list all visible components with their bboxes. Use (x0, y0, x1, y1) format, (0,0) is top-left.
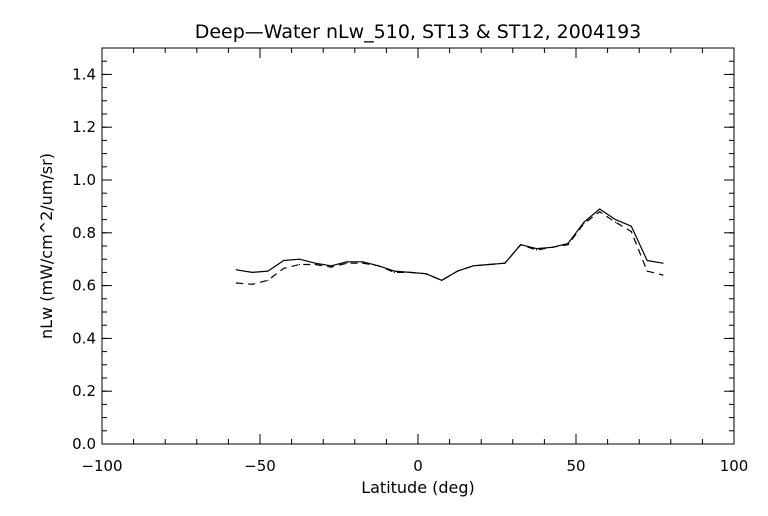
x-tick-label: 100 (720, 457, 749, 475)
series-dashed-point (393, 271, 395, 273)
series-dashed-point (583, 222, 585, 225)
series-dashed-point (298, 263, 301, 266)
x-tick-label: −100 (81, 457, 122, 475)
x-tick-label: −50 (244, 457, 276, 475)
plot-frame (101, 47, 735, 445)
x-axis-label: Latitude (deg) (361, 478, 475, 497)
series-dashed-point (362, 262, 364, 264)
series-dashed-point (456, 270, 459, 272)
series-dashed-point (646, 270, 648, 272)
y-axis-label: nLw (mW/cm^2/um/sr) (37, 153, 56, 339)
y-tick-label: 0.2 (72, 382, 96, 400)
series-dashed-point (441, 279, 443, 281)
series-dashed-point (346, 262, 348, 264)
series-dashed-point (535, 249, 538, 251)
y-tick-label: 0.0 (72, 435, 96, 453)
series-dashed-point (251, 283, 253, 285)
series-dashed-point (330, 266, 332, 268)
y-tick-label: 0.8 (72, 224, 96, 242)
series-solid-point (251, 271, 253, 273)
series-dashed-point (599, 211, 601, 213)
series-solid-point (346, 261, 348, 263)
x-tick-label: 50 (566, 457, 585, 475)
series-solid-point (235, 269, 237, 271)
series-dashed-point (235, 282, 237, 284)
series-solid-point (614, 219, 617, 221)
axis-ticks: −100 −50 0 50 100 0.0 0.2 0.4 0.6 0.8 1.0 1.2 1.4 (72, 47, 749, 475)
series-dashed-point (425, 273, 427, 275)
y-tick-label: 1.2 (72, 118, 96, 136)
series-dashed-point (630, 230, 632, 233)
y-tick-label: 0.4 (72, 329, 96, 347)
series-solid-point (330, 265, 332, 267)
series-solid-point (314, 262, 316, 264)
series-solid-point (267, 270, 269, 272)
series-solid-point (362, 261, 364, 263)
series-dashed-point (567, 244, 569, 246)
series-dashed-point (662, 274, 664, 276)
series-dashed-point (520, 244, 522, 246)
y-tick-label: 0.6 (72, 277, 96, 295)
series-solid-point (283, 259, 285, 262)
series-dashed-point (377, 265, 380, 267)
series-solid-point (599, 208, 601, 210)
series-line-solid (236, 208, 664, 281)
chart-title: Deep—Water nLw_510, ST13 & ST12, 2004193 (195, 21, 642, 43)
series-solid-point (535, 248, 538, 250)
series-dashed-point (488, 263, 490, 266)
series-solid-point (662, 262, 664, 264)
series-solid-point (393, 270, 395, 272)
x-tick-label: 0 (413, 457, 423, 475)
y-tick-label: 1.0 (72, 171, 96, 189)
series-solid-point (646, 259, 648, 262)
series-dashed-point (267, 279, 269, 281)
series-dashed-point (409, 271, 411, 273)
series-dashed-point (551, 246, 553, 248)
series-solid-point (298, 258, 301, 260)
series-dashed-point (614, 221, 617, 223)
series-dashed-point (283, 267, 285, 270)
series-dashed-point (314, 263, 316, 266)
series-dashed-point (472, 265, 474, 267)
series-solid-point (583, 221, 585, 223)
series-dashed-point (504, 262, 506, 264)
series-line-dashed (236, 211, 664, 285)
series-group (235, 208, 664, 285)
series-solid-point (630, 225, 632, 227)
y-tick-label: 1.4 (72, 65, 96, 83)
